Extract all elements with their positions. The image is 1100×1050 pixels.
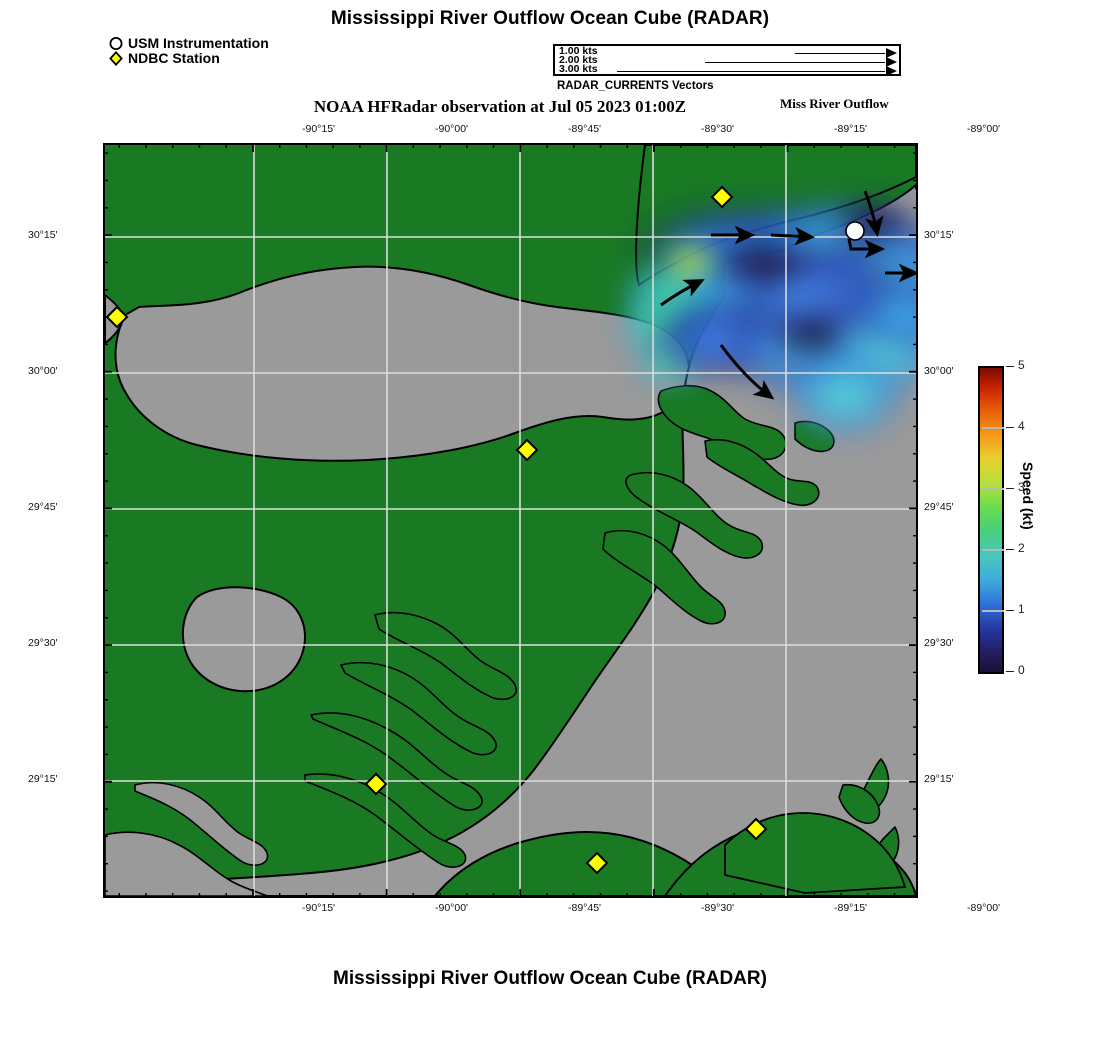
x-tick-label-bottom-1: -90°00': [435, 902, 469, 914]
map-canvas[interactable]: [103, 143, 918, 898]
vector-scale-label-2: 2.00 kts: [559, 54, 598, 66]
colorbar-label-1: 1: [1018, 602, 1025, 616]
usm-instrument-marker: [845, 221, 865, 241]
ndbc-station-markers: [105, 185, 768, 875]
y-tick-label-left-3: 29°30': [28, 637, 58, 649]
colorbar-tick-5: [1006, 366, 1014, 367]
map-y-axis-right: 30°15' 30°00' 29°45' 29°30' 29°15': [924, 143, 994, 898]
station-legend: USM Instrumentation NDBC Station: [108, 36, 348, 67]
map-gridlines: [105, 145, 916, 896]
vector-shaft-1: [795, 53, 885, 54]
vector-scale-row-3: 3.00 kts: [555, 63, 899, 76]
x-tick-label-top-0: -90°15': [302, 123, 336, 135]
vector-scale-label-1: 1.00 kts: [559, 45, 598, 57]
y-tick-label-right-4: 29°15': [924, 773, 954, 785]
map-x-axis-bottom: -90°15' -90°00' -89°45' -89°30' -89°15' …: [103, 902, 1000, 922]
vector-arrowhead-1: [886, 48, 897, 58]
x-tick-label-bottom-5: -89°00': [967, 902, 1001, 914]
x-tick-label-top-5: -89°00': [967, 123, 1001, 135]
x-tick-label-bottom-2: -89°45': [568, 902, 602, 914]
colorbar-tick-3: [1006, 488, 1014, 489]
radar-speed-field: [615, 192, 916, 443]
colorbar-gridline-4: [982, 427, 1004, 429]
observation-subtitle: NOAA HFRadar observation at Jul 05 2023 …: [313, 97, 687, 116]
legend-item-usm: USM Instrumentation: [108, 36, 348, 51]
colorbar-label-4: 4: [1018, 419, 1025, 433]
legend-item-ndbc: NDBC Station: [108, 50, 348, 67]
vector-scale-row-1: 1.00 kts: [555, 45, 899, 58]
colorbar-label-5: 5: [1018, 358, 1025, 372]
y-tick-label-left-2: 29°45': [28, 501, 58, 513]
y-tick-label-right-0: 30°15': [924, 229, 954, 241]
colorbar-tick-0: [1006, 671, 1014, 672]
legend-label-usm: USM Instrumentation: [128, 35, 269, 51]
colorbar-title: Speed (kt): [1020, 462, 1036, 530]
colorbar-gridline-2: [982, 549, 1004, 551]
colorbar-gradient: [978, 366, 1004, 674]
miss-river-outflow-label: Miss River Outflow: [780, 96, 889, 111]
map-graphic: [105, 145, 916, 896]
y-tick-label-right-1: 30°00': [924, 365, 954, 377]
circle-marker-icon: [108, 36, 124, 51]
colorbar-gridline-1: [982, 610, 1004, 612]
colorbar: 5 4 3 2 1 0 Speed (kt): [978, 358, 1036, 677]
y-tick-label-right-3: 29°30': [924, 637, 954, 649]
x-tick-label-top-1: -90°00': [435, 123, 469, 135]
colorbar-gridline-3: [982, 488, 1004, 490]
y-tick-label-right-2: 29°45': [924, 501, 954, 513]
map-y-axis-left: 30°15' 30°00' 29°45' 29°30' 29°15': [28, 143, 98, 898]
legend-label-ndbc: NDBC Station: [128, 50, 220, 66]
map-x-axis-top: -90°15' -90°00' -89°45' -89°30' -89°15' …: [103, 123, 1000, 143]
x-tick-label-top-4: -89°15': [834, 123, 868, 135]
x-tick-label-top-3: -89°30': [701, 123, 735, 135]
vector-arrowhead-2: [886, 57, 897, 67]
vector-scale-caption: RADAR_CURRENTS Vectors: [557, 80, 714, 92]
vector-shaft-2: [705, 62, 885, 63]
page-footer-title: Mississippi River Outflow Ocean Cube (RA…: [333, 968, 767, 989]
x-tick-label-bottom-0: -90°15': [302, 902, 336, 914]
current-vector-arrows: [660, 190, 916, 400]
colorbar-tick-4: [1006, 427, 1014, 428]
y-tick-label-left-1: 30°00': [28, 365, 58, 377]
vector-scale-label-3: 3.00 kts: [559, 63, 598, 75]
page-title: Mississippi River Outflow Ocean Cube (RA…: [330, 8, 770, 29]
vector-shaft-3: [617, 71, 885, 72]
vector-scale-row-2: 2.00 kts: [555, 54, 899, 67]
colorbar-label-2: 2: [1018, 541, 1025, 555]
axis-tick-marks: [103, 143, 918, 898]
diamond-marker-icon: [108, 50, 124, 67]
x-tick-label-bottom-3: -89°30': [701, 902, 735, 914]
colorbar-label-3: 3: [1018, 480, 1025, 494]
colorbar-label-0: 0: [1018, 663, 1025, 677]
vector-scale-legend: 1.00 kts 2.00 kts 3.00 kts: [553, 44, 901, 76]
y-tick-label-left-4: 29°15': [28, 773, 58, 785]
x-tick-label-bottom-4: -89°15': [834, 902, 868, 914]
y-tick-label-left-0: 30°15': [28, 229, 58, 241]
vector-arrowhead-3: [886, 66, 897, 76]
colorbar-tick-1: [1006, 610, 1014, 611]
colorbar-tick-2: [1006, 549, 1014, 550]
x-tick-label-top-2: -89°45': [568, 123, 602, 135]
